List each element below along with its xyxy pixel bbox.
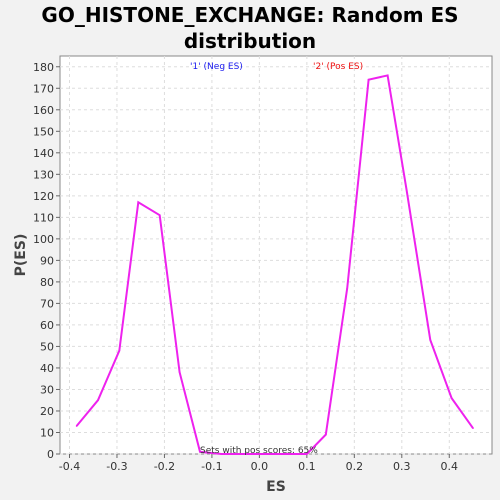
data-point bbox=[429, 339, 432, 341]
y-tick-label: 160 bbox=[33, 104, 54, 117]
x-axis-label: ES bbox=[266, 479, 286, 495]
y-tick-label: 80 bbox=[40, 276, 54, 289]
x-tick-label: -0.1 bbox=[201, 460, 222, 473]
y-tick-label: 10 bbox=[40, 426, 54, 439]
y-tick-label: 70 bbox=[40, 297, 54, 310]
y-tick-label: 120 bbox=[33, 190, 54, 203]
x-tick-label: 0.3 bbox=[393, 460, 411, 473]
data-point bbox=[367, 78, 370, 81]
series-group bbox=[75, 74, 474, 455]
data-point bbox=[137, 201, 140, 204]
y-tick-label: 20 bbox=[40, 405, 54, 418]
y-tick-label: 40 bbox=[40, 362, 54, 375]
y-tick-label: 100 bbox=[33, 233, 54, 246]
data-point bbox=[75, 425, 78, 427]
x-tick-label: 0.1 bbox=[298, 460, 316, 473]
y-tick-label: 60 bbox=[40, 319, 54, 332]
data-point bbox=[386, 74, 389, 77]
plot-area bbox=[59, 55, 493, 455]
y-tick-label: 0 bbox=[47, 448, 54, 461]
data-point bbox=[220, 453, 223, 455]
y-tick-label: 110 bbox=[33, 211, 54, 224]
chart-title: GO_HISTONE_EXCHANGE: Random ES distribut… bbox=[0, 2, 500, 54]
y-axis-label: P(ES) bbox=[13, 234, 29, 277]
data-point bbox=[472, 427, 474, 429]
data-point bbox=[199, 451, 201, 453]
y-tick-label: 50 bbox=[40, 340, 54, 353]
data-point bbox=[306, 453, 308, 455]
x-tick-label: -0.2 bbox=[154, 460, 175, 473]
x-tick-label: 0.0 bbox=[251, 460, 269, 473]
annotation-pos-es: '2' (Pos ES) bbox=[313, 62, 363, 72]
data-point bbox=[118, 349, 121, 352]
y-axis: 0 10 20 30 40 50 60 70 80 90 100 110 120 130 140 150 160… bbox=[33, 61, 60, 461]
x-tick-label: 0.2 bbox=[346, 460, 364, 473]
data-point bbox=[405, 188, 408, 191]
data-point bbox=[282, 453, 284, 455]
data-point bbox=[158, 214, 161, 216]
annotations: '1' (Neg ES) '2' (Pos ES) Sets with pos sc… bbox=[190, 62, 363, 456]
annotation-neg-es: '1' (Neg ES) bbox=[190, 62, 243, 72]
data-point bbox=[178, 371, 181, 374]
chart-title-line1: GO_HISTONE_EXCHANGE: Random ES bbox=[41, 3, 459, 27]
chart-title-line2: distribution bbox=[183, 29, 317, 53]
y-tick-label: 90 bbox=[40, 254, 54, 267]
y-tick-label: 150 bbox=[33, 125, 54, 138]
data-point bbox=[97, 399, 99, 402]
x-tick-label: -0.4 bbox=[59, 460, 80, 473]
x-tick-label: 0.4 bbox=[441, 460, 459, 473]
grid-lines bbox=[60, 56, 492, 455]
annotation-pos-scores: Sets with pos scores: 65% bbox=[200, 446, 318, 456]
y-tick-label: 180 bbox=[33, 61, 54, 74]
y-tick-label: 30 bbox=[40, 383, 54, 396]
y-tick-label: 140 bbox=[33, 147, 54, 160]
data-point bbox=[325, 433, 327, 436]
data-point bbox=[258, 453, 261, 455]
data-point bbox=[346, 287, 349, 290]
data-point bbox=[450, 397, 453, 399]
x-tick-label: -0.3 bbox=[106, 460, 127, 473]
x-axis: -0.4 -0.3 -0.2 -0.1 0.0 0.1 0.2 0.3 0.4 bbox=[59, 454, 458, 473]
y-tick-label: 170 bbox=[33, 82, 54, 95]
y-tick-label: 130 bbox=[33, 168, 54, 181]
